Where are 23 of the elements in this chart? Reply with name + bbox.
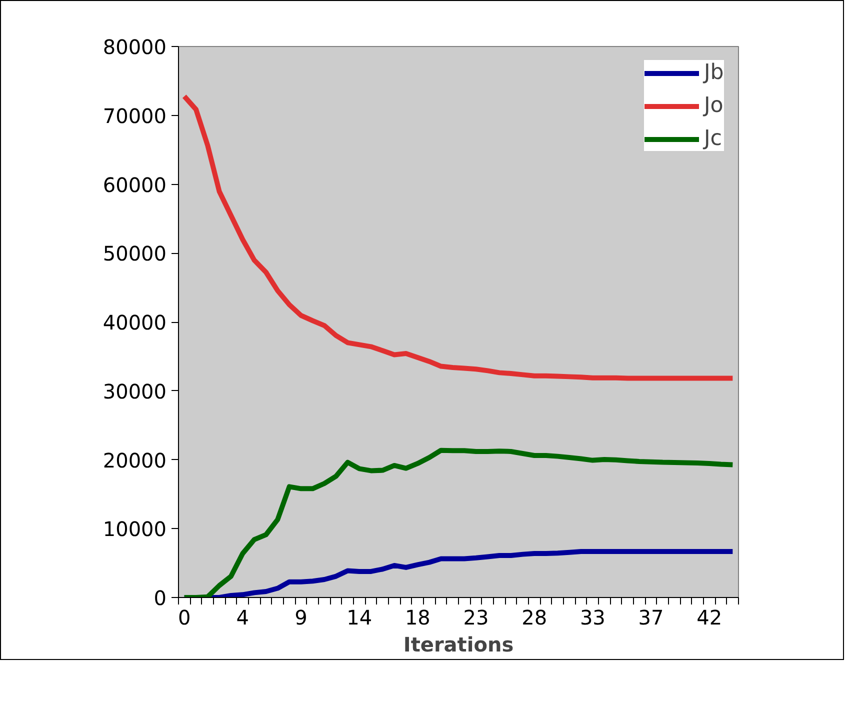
x-tick-label: 18 — [404, 606, 430, 630]
x-tick-label: 0 — [178, 606, 191, 630]
x-tick-label: 23 — [463, 606, 489, 630]
y-tick-label: 30000 — [102, 379, 166, 404]
y-tick-label: 60000 — [102, 172, 166, 197]
legend-label: Jo — [704, 93, 724, 118]
y-tick-label: 40000 — [102, 310, 166, 334]
y-tick-label: 10000 — [102, 517, 166, 542]
x-tick-label: 9 — [294, 606, 308, 630]
x-axis-title: Iterations — [403, 632, 514, 656]
x-tick-label: 4 — [236, 606, 250, 630]
x-tick-label: 28 — [522, 606, 548, 630]
y-tick-label: 80000 — [102, 35, 166, 59]
legend-label: Jb — [704, 60, 724, 85]
y-tick-label: 0 — [154, 586, 167, 610]
x-tick-label: 37 — [638, 606, 664, 630]
y-tick-label: 50000 — [102, 242, 166, 266]
x-tick-label: 14 — [346, 606, 372, 630]
legend-label: Jc — [704, 126, 724, 151]
x-tick-label: 42 — [696, 606, 722, 630]
y-tick-label: 20000 — [102, 448, 166, 472]
y-tick-label: 70000 — [102, 104, 166, 128]
x-tick-label: 33 — [580, 606, 606, 630]
